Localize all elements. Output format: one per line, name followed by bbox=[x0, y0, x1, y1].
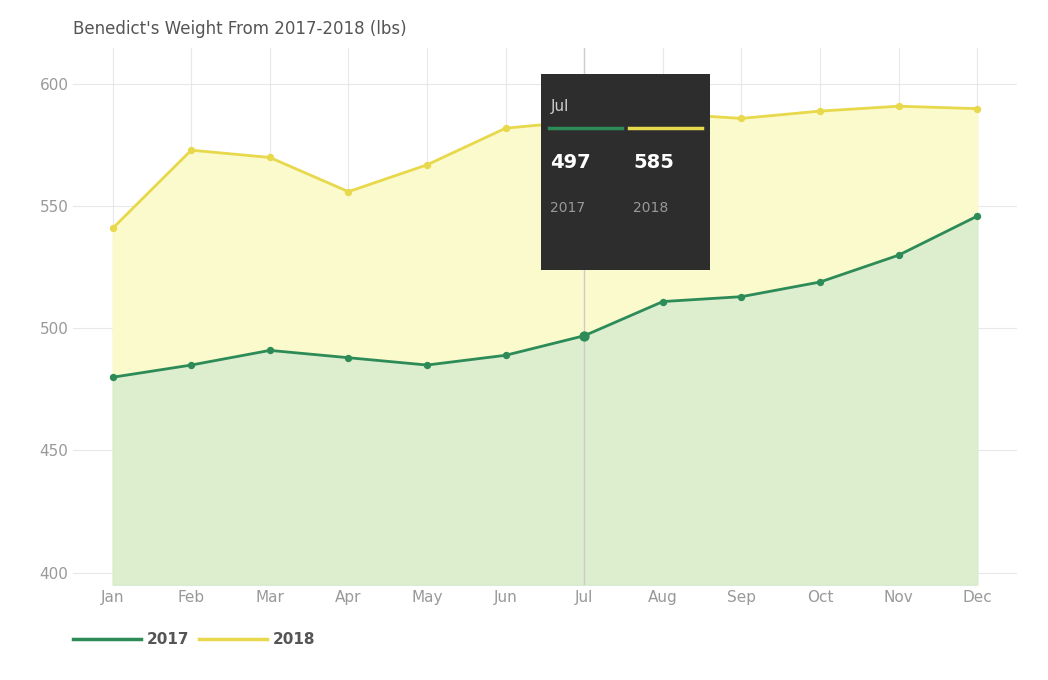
Point bbox=[811, 277, 828, 288]
Point bbox=[968, 103, 985, 114]
Point bbox=[105, 223, 122, 234]
Point bbox=[654, 296, 671, 307]
Text: 2017: 2017 bbox=[147, 632, 190, 647]
Point bbox=[733, 113, 749, 124]
Text: 585: 585 bbox=[633, 152, 674, 171]
Text: 2018: 2018 bbox=[633, 201, 669, 216]
Text: Benedict's Weight From 2017-2018 (lbs): Benedict's Weight From 2017-2018 (lbs) bbox=[73, 20, 407, 37]
Point bbox=[890, 250, 907, 260]
Text: 2017: 2017 bbox=[550, 201, 586, 216]
Point bbox=[968, 211, 985, 222]
Point bbox=[576, 330, 593, 341]
Point bbox=[418, 360, 436, 371]
Point bbox=[733, 291, 749, 302]
FancyBboxPatch shape bbox=[541, 75, 709, 270]
Point bbox=[262, 345, 279, 356]
Point bbox=[576, 116, 593, 126]
Point bbox=[182, 145, 199, 156]
Point bbox=[890, 101, 907, 112]
Point bbox=[340, 186, 356, 197]
Point bbox=[497, 122, 514, 133]
Point bbox=[340, 352, 356, 363]
Point bbox=[418, 159, 436, 170]
Point bbox=[262, 152, 279, 163]
Point bbox=[576, 116, 593, 126]
Point bbox=[497, 350, 514, 360]
Point bbox=[576, 330, 593, 341]
Text: 497: 497 bbox=[550, 152, 591, 171]
Text: 2018: 2018 bbox=[272, 632, 315, 647]
Point bbox=[654, 108, 671, 119]
Point bbox=[811, 105, 828, 116]
Point bbox=[182, 360, 199, 371]
Text: Jul: Jul bbox=[550, 99, 569, 114]
Point bbox=[105, 372, 122, 383]
